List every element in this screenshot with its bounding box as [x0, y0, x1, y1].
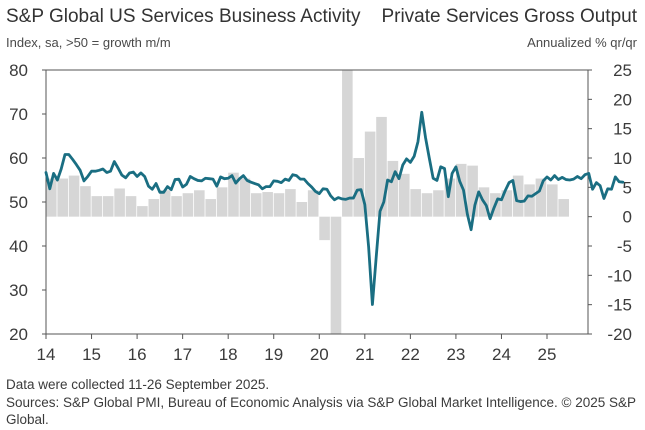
left-tick-label: 50: [9, 193, 28, 212]
bar: [398, 173, 410, 217]
footnote-data-collection: Data were collected 11-26 September 2025…: [6, 377, 270, 392]
bar: [171, 196, 182, 217]
bar: [68, 175, 80, 217]
bar: [296, 202, 308, 217]
bar: [467, 165, 478, 217]
bar: [455, 163, 467, 217]
bar: [444, 178, 456, 217]
left-tick-label: 60: [9, 149, 28, 168]
x-tick-label: 18: [219, 345, 238, 364]
bar: [125, 196, 137, 217]
footnote-sources: Sources: S&P Global PMI, Bureau of Econo…: [6, 395, 636, 427]
bar: [102, 196, 114, 217]
right-tick-label: -10: [607, 266, 632, 285]
left-chart-title: S&P Global US Services Business Activity: [6, 6, 361, 27]
x-tick-label: 16: [128, 345, 147, 364]
bar: [330, 216, 342, 334]
bar: [148, 199, 160, 217]
left-tick-label: 70: [9, 105, 28, 124]
bar: [342, 70, 353, 217]
left-tick-label: 30: [9, 281, 28, 300]
bar: [114, 188, 125, 217]
bar: [216, 187, 228, 217]
bar: [239, 178, 251, 217]
bar: [46, 178, 57, 217]
bar: [57, 178, 68, 217]
bar: [421, 193, 433, 217]
x-tick-label: 19: [264, 345, 283, 364]
right-tick-label: 10: [613, 149, 632, 168]
bar: [433, 190, 444, 217]
x-tick-label: 14: [37, 345, 56, 364]
left-tick-label: 40: [9, 237, 28, 256]
bar: [273, 193, 285, 217]
bar: [159, 190, 171, 217]
right-axis-subtitle: Annualized % qr/qr: [527, 35, 637, 50]
bar: [558, 199, 569, 217]
x-tick-label: 24: [492, 345, 511, 364]
bar: [285, 189, 296, 217]
x-tick-label: 21: [355, 345, 374, 364]
left-tick-label: 20: [9, 325, 28, 344]
x-tick-label: 20: [310, 345, 329, 364]
x-tick-label: 22: [401, 345, 420, 364]
bar: [353, 158, 365, 217]
bar: [512, 175, 524, 217]
bar: [364, 131, 376, 217]
right-tick-label: 15: [613, 120, 632, 139]
right-tick-label: -15: [607, 296, 632, 315]
bar: [547, 184, 558, 217]
bar: [376, 116, 387, 217]
bar: [205, 199, 216, 217]
line-points: [45, 112, 624, 305]
x-tick-label: 17: [173, 345, 192, 364]
left-tick-label: 80: [9, 61, 28, 80]
bar: [80, 186, 91, 217]
right-tick-label: 0: [623, 208, 632, 227]
bar: [91, 196, 103, 217]
right-tick-label: 25: [613, 61, 632, 80]
right-chart-title: Private Services Gross Output: [381, 6, 637, 27]
x-tick-label: 15: [82, 345, 101, 364]
bar: [307, 190, 319, 217]
right-tick-label: 20: [613, 90, 632, 109]
bar: [182, 193, 194, 217]
bar: [262, 192, 273, 217]
bar: [194, 190, 205, 217]
bar: [319, 216, 330, 241]
right-tick-label: -5: [617, 237, 632, 256]
bar: [524, 184, 535, 217]
x-tick-label: 23: [446, 345, 465, 364]
bar: [387, 160, 399, 217]
left-axis-subtitle: Index, sa, >50 = growth m/m: [6, 35, 171, 50]
bar: [137, 206, 148, 217]
bar-series-private-services-gross-output: [46, 70, 569, 334]
bar: [228, 172, 239, 217]
x-tick-label: 25: [538, 345, 557, 364]
right-tick-label: -20: [607, 325, 632, 344]
bar: [410, 189, 421, 217]
bar: [535, 178, 547, 217]
bar: [250, 193, 262, 217]
bar: [501, 190, 513, 217]
right-tick-label: 5: [623, 178, 632, 197]
